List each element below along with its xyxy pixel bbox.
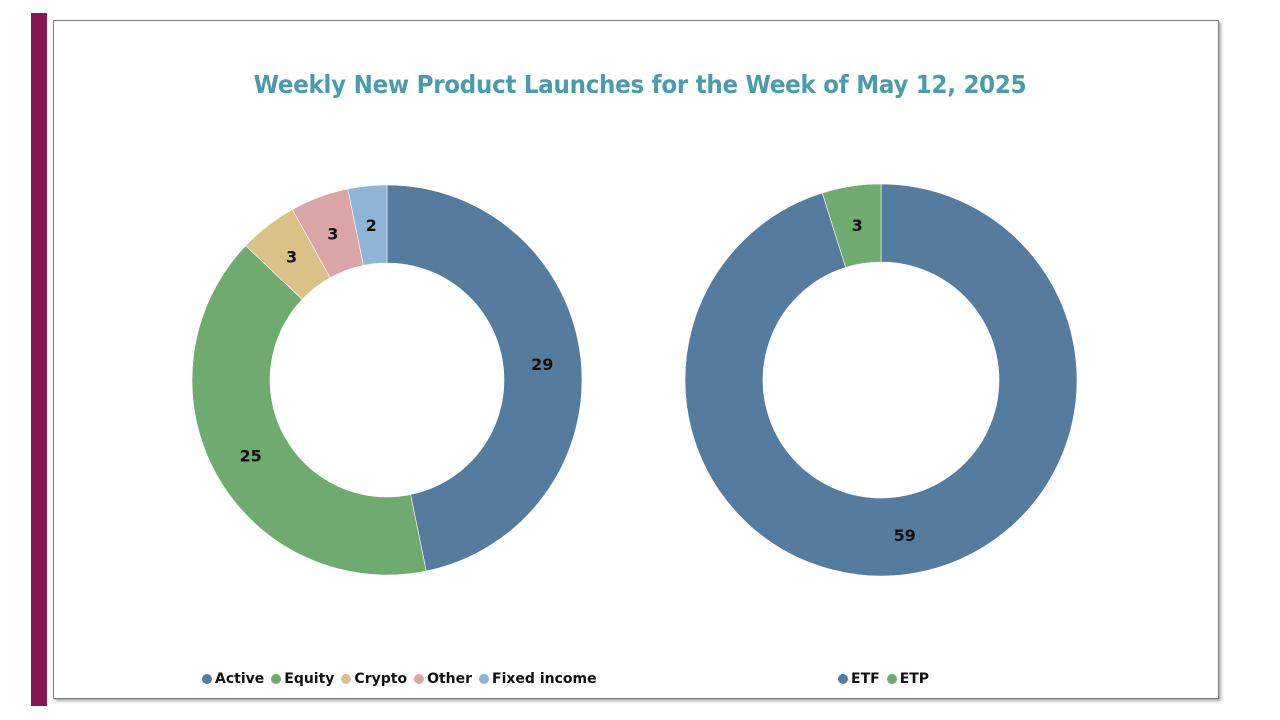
data-label-active: 29 <box>531 355 553 374</box>
legend-label: Fixed income <box>492 671 597 687</box>
legend-dot-icon <box>838 674 848 684</box>
legend-dot-icon <box>341 674 352 684</box>
slice-etf <box>684 183 1078 577</box>
accent-bar <box>31 13 47 706</box>
legend-label: Equity <box>284 671 335 687</box>
legend-item-etf: ETF <box>838 671 880 687</box>
legend-dot-icon <box>202 674 212 684</box>
data-label-etp: 3 <box>852 216 863 235</box>
data-label-other: 3 <box>327 225 338 244</box>
data-label-crypto: 3 <box>286 248 297 267</box>
legend-label: ETF <box>851 671 880 687</box>
legend-label: Active <box>215 671 265 687</box>
donut-chart-by-structure: 59 3 <box>684 183 1078 577</box>
data-label-equity: 25 <box>239 447 261 466</box>
legend-by-category: Active Equity Crypto Other Fixed income <box>202 671 604 687</box>
legend-item-crypto: Crypto <box>341 671 407 687</box>
chart-title: Weekly New Product Launches for the Week… <box>253 70 1027 99</box>
slice-fixed-income <box>347 184 388 266</box>
data-label-etf: 59 <box>894 526 916 545</box>
legend-dot-icon <box>479 674 490 684</box>
legend-item-fixed-income: Fixed income <box>479 671 597 687</box>
donut-chart-by-category: 29 25 3 3 2 <box>191 184 583 576</box>
legend-label: ETP <box>899 671 930 687</box>
legend-label: Crypto <box>354 671 408 687</box>
legend-by-structure: ETF ETP <box>838 671 936 687</box>
legend-label: Other <box>427 671 473 687</box>
legend-dot-icon <box>414 674 425 684</box>
legend-item-active: Active <box>202 671 264 687</box>
legend-item-equity: Equity <box>271 671 334 687</box>
legend-dot-icon <box>886 674 897 684</box>
data-label-fixed-income: 2 <box>366 216 377 235</box>
legend-item-other: Other <box>414 671 472 687</box>
slice-equity <box>191 245 427 576</box>
slice-active <box>386 184 583 572</box>
legend-dot-icon <box>271 674 282 684</box>
legend-item-etp: ETP <box>886 671 930 687</box>
slice-etp <box>821 183 882 268</box>
